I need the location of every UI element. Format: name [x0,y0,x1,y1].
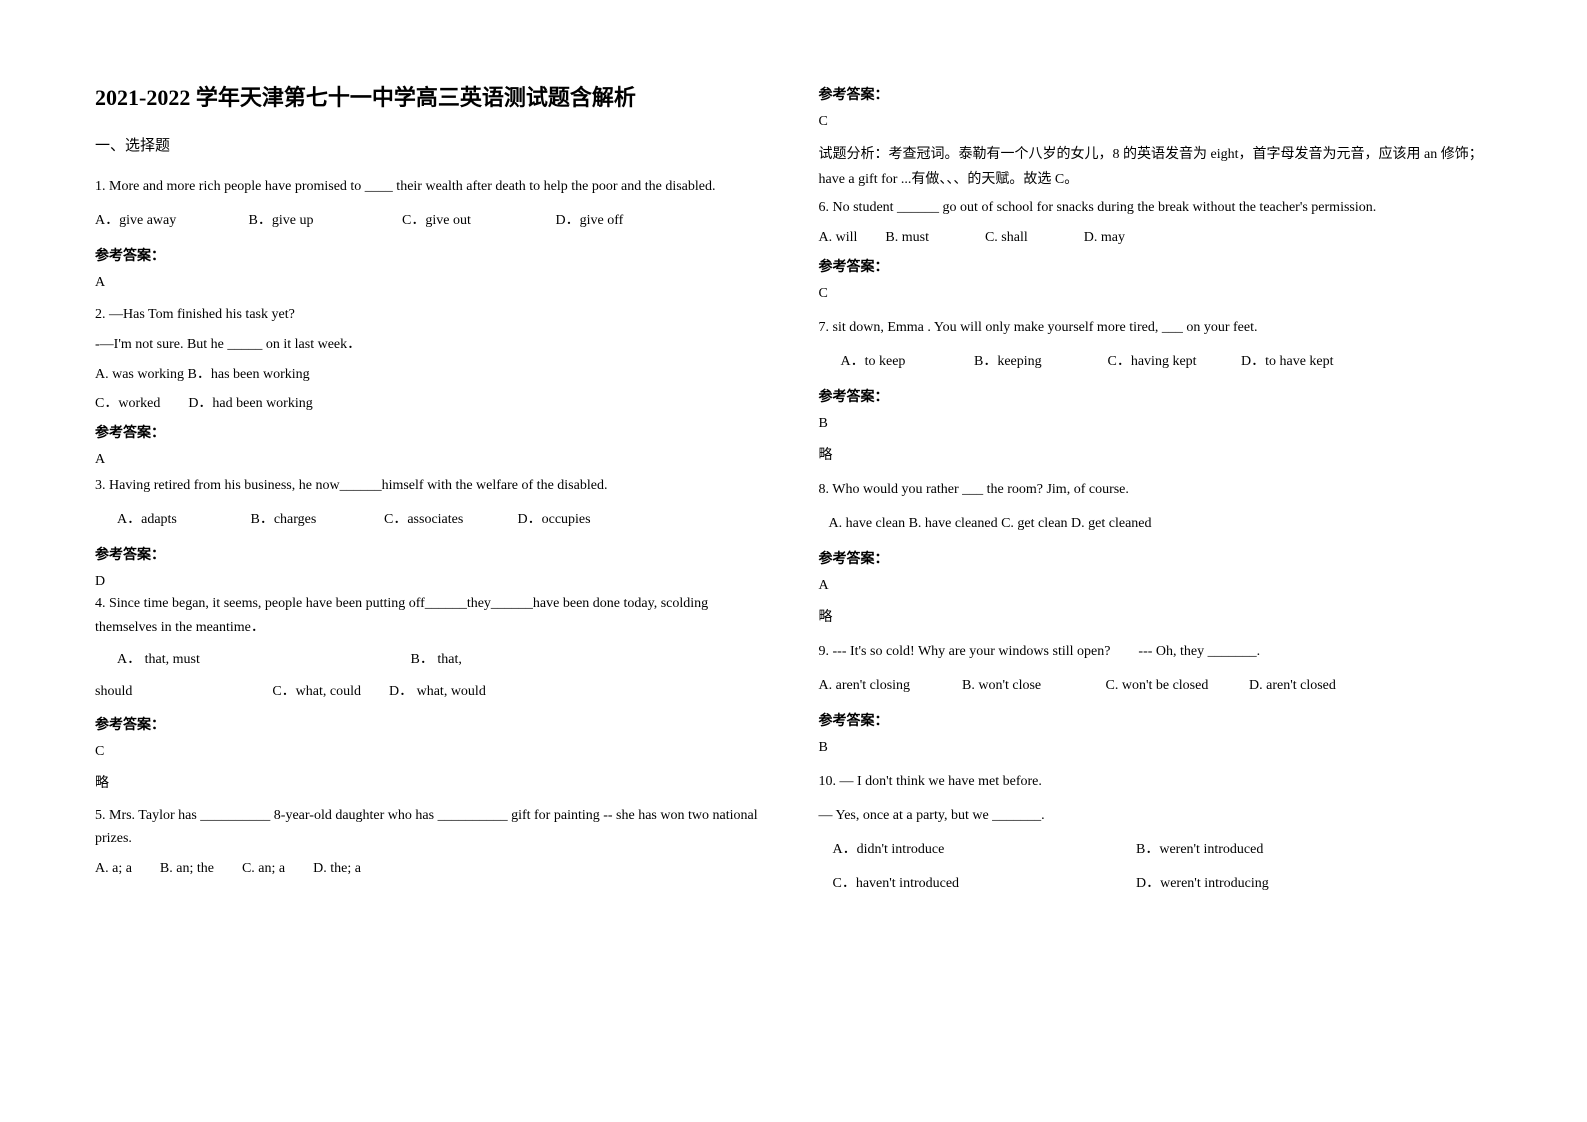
q9-opt-b: B. won't close [962,672,1102,700]
q3-opt-a: A．adapts [117,506,247,534]
q4-opt-b-part: B． that, [411,646,462,674]
q7-opt-d: D．to have kept [1241,348,1334,376]
q7-ans-label: 参考答案： [819,386,1493,406]
q9-stem: 9. --- It's so cold! Why are your window… [819,638,1493,666]
q2-line4: C．worked D．had been working [95,392,769,416]
q4-ans: C [95,744,769,760]
q8-opts: A. have clean B. have cleaned C. get cle… [819,510,1493,538]
q1-ans-label: 参考答案： [95,245,769,265]
q3-opt-c: C．associates [384,506,514,534]
q8-ans-label: 参考答案： [819,548,1493,568]
q10-opt-d: D．weren't introducing [1136,870,1269,898]
q10-opt-c: C．haven't introduced [833,870,1133,898]
q2-ans: A [95,452,769,468]
q9-opt-d: D. aren't closed [1249,672,1336,700]
q8-stem: 8. Who would you rather ___ the room? Ji… [819,476,1493,504]
q1-stem: 1. More and more rich people have promis… [95,173,769,201]
q9-opt-a: A. aren't closing [819,672,959,700]
q4-stem: 4. Since time began, it seems, people ha… [95,592,769,640]
q2-ans-label: 参考答案： [95,422,769,442]
q9-opt-c: C. won't be closed [1106,672,1246,700]
q2-line1: 2. —Has Tom finished his task yet? [95,303,769,327]
q7-stem: 7. sit down, Emma . You will only make y… [819,314,1493,342]
q4-omit: 略 [95,772,769,792]
q5-opts: A. a; a B. an; the C. an; a D. the; a [95,857,769,881]
q6-stem: 6. No student ______ go out of school fo… [819,196,1493,220]
q1-ans: A [95,275,769,291]
q3-options: A．adapts B．charges C．associates D．occupi… [95,506,769,534]
q8-omit: 略 [819,606,1493,626]
q9-ans: B [819,740,1493,756]
q10-row1: A．didn't introduce B．weren't introduced [819,836,1493,864]
q10-row2: C．haven't introduced D．weren't introduci… [819,870,1493,898]
q9-options: A. aren't closing B. won't close C. won'… [819,672,1493,700]
q9-ans-label: 参考答案： [819,710,1493,730]
q2-line3: A. was working B．has been working [95,363,769,387]
q4-ans-label: 参考答案： [95,714,769,734]
q10-opt-a: A．didn't introduce [833,836,1133,864]
q3-stem: 3. Having retired from his business, he … [95,472,769,500]
q7-opt-c: C．having kept [1108,348,1238,376]
q1-opt-c: C．give out [402,207,552,235]
q5-stem: 5. Mrs. Taylor has __________ 8-year-old… [95,804,769,852]
q3-opt-d: D．occupies [518,506,591,534]
q7-options: A．to keep B．keeping C．having kept D．to h… [819,348,1493,376]
q7-opt-b: B．keeping [974,348,1104,376]
q6-ans: C [819,286,1493,302]
q3-opt-b: B．charges [251,506,381,534]
q5-ans-label: 参考答案： [819,84,1493,104]
q10-opt-b: B．weren't introduced [1136,836,1263,864]
q2-line2: -—I'm not sure. But he _____ on it last … [95,333,769,357]
q6-ans-label: 参考答案： [819,256,1493,276]
q7-opt-a: A．to keep [841,348,971,376]
q7-ans: B [819,416,1493,432]
q6-opts: A. will B. must C. shall D. may [819,226,1493,250]
page-title: 2021-2022 学年天津第七十一中学高三英语测试题含解析 [95,80,769,112]
right-column: 参考答案： C 试题分析：考查冠词。泰勒有一个八岁的女儿，8 的英语发音为 ei… [819,80,1493,904]
q1-options: A．give away B．give up C．give out D．give … [95,207,769,235]
q10-l1: 10. — I don't think we have met before. [819,768,1493,796]
q8-ans: A [819,578,1493,594]
left-column: 2021-2022 学年天津第七十一中学高三英语测试题含解析 一、选择题 1. … [95,80,769,904]
q10-l2: — Yes, once at a party, but we _______. [819,802,1493,830]
q1-opt-d: D．give off [556,207,624,235]
q1-opt-a: A．give away [95,207,245,235]
q1-opt-b: B．give up [249,207,399,235]
q3-ans-label: 参考答案： [95,544,769,564]
q4-opts-row1: A． that, must B． that, [95,646,769,674]
q5-note: 试题分析：考查冠词。泰勒有一个八岁的女儿，8 的英语发音为 eight，首字母发… [819,142,1493,192]
q5-ans: C [819,114,1493,130]
section-heading: 一、选择题 [95,134,769,155]
q3-ans: D [95,574,769,590]
q7-omit: 略 [819,444,1493,464]
q4-opt-a: A． that, must [117,646,407,674]
q4-opts-row2: should C．what, could D． what, would [95,680,769,704]
